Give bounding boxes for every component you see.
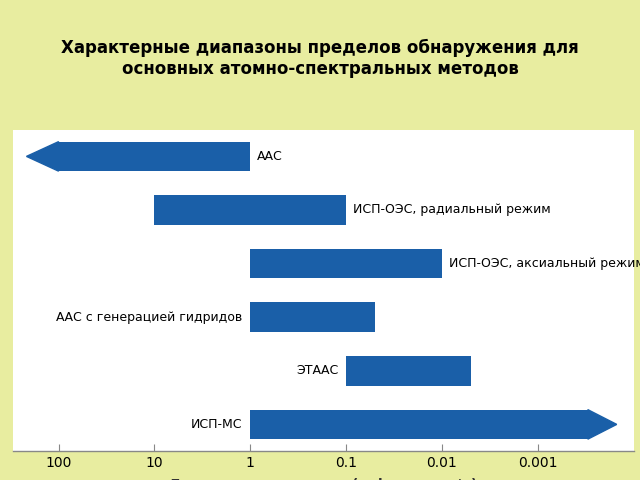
Bar (346, 356, 471, 385)
Text: ААС с генерацией гидридов: ААС с генерацией гидридов (56, 311, 243, 324)
Bar (250, 409, 588, 439)
Text: ИСП-ОЭС, аксиальный режим: ИСП-ОЭС, аксиальный режим (449, 257, 640, 270)
Text: ИСП-ОЭС, радиальный режим: ИСП-ОЭС, радиальный режим (353, 204, 550, 216)
Bar (250, 302, 375, 332)
Bar (154, 195, 346, 225)
Polygon shape (588, 409, 617, 439)
X-axis label: Диапазоны  пределов (ppb или мкт/л): Диапазоны пределов (ppb или мкт/л) (169, 479, 477, 480)
Text: ИСП-МС: ИСП-МС (191, 418, 243, 431)
Polygon shape (26, 142, 58, 171)
Text: Характерные диапазоны пределов обнаружения для
основных атомно-спектральных мето: Характерные диапазоны пределов обнаружен… (61, 39, 579, 78)
Text: ААС: ААС (257, 150, 283, 163)
Bar (58, 142, 250, 171)
Text: ЭТААС: ЭТААС (296, 364, 339, 377)
Bar (250, 249, 442, 278)
